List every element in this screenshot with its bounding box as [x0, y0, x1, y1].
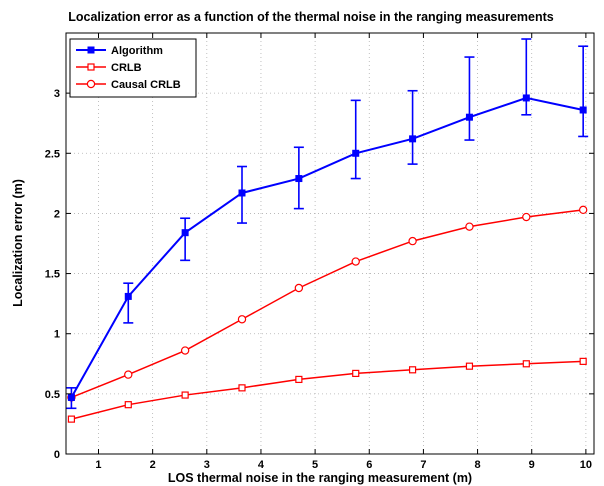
data-point [181, 391, 189, 399]
x-tick-label: 2 [150, 459, 156, 471]
x-tick-label: 3 [204, 459, 210, 471]
data-point [67, 393, 75, 401]
data-point [237, 315, 247, 324]
y-tick-label: 2 [54, 208, 60, 220]
data-point [409, 135, 417, 143]
data-point [295, 175, 303, 183]
legend-item: CRLB [76, 62, 142, 74]
y-tick-label: 3 [54, 88, 60, 100]
data-point [294, 283, 304, 293]
x-tick-label: 7 [420, 459, 426, 471]
y-tick-label: 0.5 [45, 389, 60, 401]
series-algorithm [66, 38, 589, 410]
data-point [579, 357, 587, 365]
series-line [71, 360, 584, 420]
legend-marker [87, 46, 95, 54]
legend-label: Algorithm [111, 45, 163, 57]
legend-marker [87, 63, 95, 71]
x-tick-label: 5 [312, 459, 318, 471]
y-tick-label: 0 [54, 449, 60, 461]
y-axis-label: Localization error (m) [11, 179, 25, 307]
series-line [70, 96, 584, 398]
y-tick-label: 1 [54, 329, 60, 341]
data-point [522, 360, 530, 368]
data-point [408, 366, 417, 374]
data-point [124, 292, 132, 300]
x-tick-label: 8 [475, 459, 481, 471]
x-axis-label: LOS thermal noise in the ranging measure… [168, 471, 472, 485]
data-point [465, 113, 473, 121]
x-tick-label: 9 [529, 459, 535, 471]
data-point [238, 384, 246, 392]
data-point [180, 346, 190, 355]
series-crlb [67, 357, 587, 423]
data-point [465, 362, 474, 370]
data-point [352, 369, 360, 378]
series-line [71, 209, 584, 399]
data-point [522, 212, 531, 222]
series-causal-crlb [67, 205, 588, 402]
data-point [522, 94, 530, 102]
data-point [238, 189, 246, 197]
data-point [295, 375, 303, 384]
x-tick-label: 4 [258, 459, 265, 471]
chart-title: Localization error as a function of the … [68, 10, 554, 24]
axis-ticks: 1 2 3 4 5 6 7 8 9 10 0 0.5 1 1.5 2 2.5 3 [45, 33, 594, 471]
legend: Algorithm CRLB Causal CRLB [69, 38, 197, 98]
data-point [578, 205, 588, 215]
data-point [181, 229, 189, 237]
x-tick-label: 1 [95, 459, 101, 471]
data-point [352, 149, 360, 157]
data-point [351, 257, 360, 266]
data-point [465, 222, 474, 231]
x-tick-label: 10 [580, 459, 592, 471]
plot-frame [65, 32, 595, 455]
y-tick-label: 1.5 [45, 269, 60, 281]
plot-series [66, 38, 589, 423]
legend-marker [86, 79, 96, 89]
data-point [579, 106, 587, 114]
x-tick-label: 6 [366, 459, 372, 471]
data-point [408, 236, 417, 246]
legend-label: Causal CRLB [111, 79, 181, 91]
data-point [67, 415, 76, 423]
data-point [124, 401, 132, 409]
y-tick-label: 2.5 [45, 148, 60, 160]
legend-label: CRLB [111, 62, 142, 74]
data-point [124, 370, 133, 379]
legend-item: Algorithm [76, 45, 163, 57]
legend-item: Causal CRLB [76, 79, 181, 91]
